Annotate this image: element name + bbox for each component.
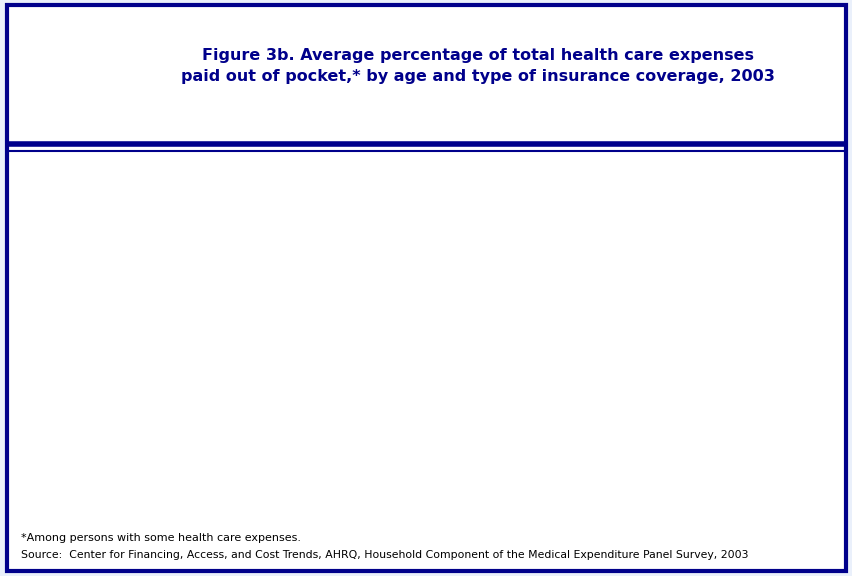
Bar: [446, 400, 482, 461]
Bar: [235, 278, 272, 461]
Text: 32.6: 32.6: [718, 354, 743, 363]
Bar: [390, 359, 427, 461]
Text: Source:  Center for Financing, Access, and Cost Trends, AHRQ, Household Componen: Source: Center for Financing, Access, an…: [21, 550, 748, 560]
Y-axis label: Percent: Percent: [49, 291, 63, 343]
Text: 21.1: 21.1: [452, 386, 477, 396]
Text: Figure 3b. Average percentage of total health care expenses
paid out of pocket,*: Figure 3b. Average percentage of total h…: [181, 48, 774, 84]
Bar: [657, 333, 694, 461]
FancyBboxPatch shape: [7, 5, 845, 571]
Bar: [180, 429, 216, 461]
Text: 63.5: 63.5: [241, 264, 266, 275]
Bar: [769, 401, 805, 461]
Text: 30.5: 30.5: [130, 359, 154, 370]
Text: 20.8: 20.8: [774, 388, 799, 397]
Text: *Among persons with some health care expenses.: *Among persons with some health care exp…: [21, 533, 301, 543]
Text: 35.4: 35.4: [396, 346, 421, 355]
Text: 44.5: 44.5: [663, 319, 688, 329]
Bar: [124, 373, 160, 461]
Bar: [713, 367, 749, 461]
Text: 75.1: 75.1: [508, 231, 532, 241]
Text: 11.0: 11.0: [186, 416, 210, 426]
Bar: [502, 244, 538, 461]
